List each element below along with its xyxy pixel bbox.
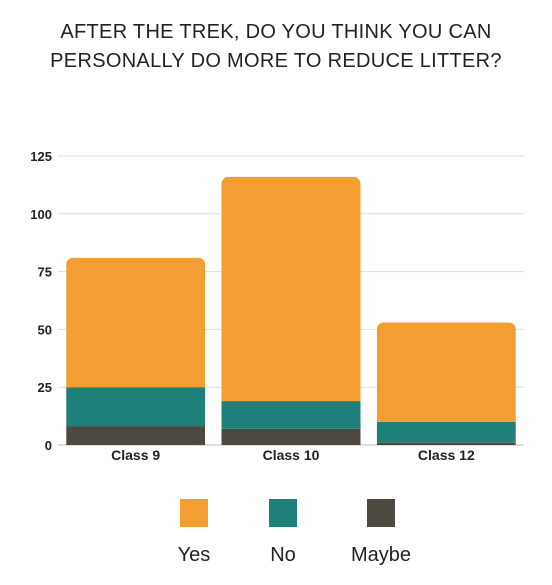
bar-segment-yes xyxy=(376,322,516,422)
x-tick-label: Class 10 xyxy=(263,447,320,463)
bar-segment-no xyxy=(221,401,361,429)
legend-label: No xyxy=(270,544,296,566)
legend: Yes No Maybe xyxy=(178,499,411,566)
bars xyxy=(66,176,516,445)
bar-segment-no xyxy=(66,387,206,427)
bar-segment-maybe xyxy=(376,442,516,445)
x-axis-labels: Class 9 Class 10 Class 12 xyxy=(111,447,475,463)
y-axis-ticks: 0 25 50 75 100 125 xyxy=(30,149,52,453)
bar-stack xyxy=(376,322,516,445)
legend-swatch-yes xyxy=(180,499,208,527)
y-tick-label: 100 xyxy=(30,207,52,222)
y-tick-label: 125 xyxy=(30,149,52,164)
x-tick-label: Class 12 xyxy=(418,447,475,463)
bar-segment-yes xyxy=(221,176,361,402)
y-tick-label: 25 xyxy=(38,380,52,395)
legend-swatch-maybe xyxy=(367,499,395,527)
bar-stack xyxy=(221,176,361,445)
legend-label: Maybe xyxy=(351,544,411,566)
bar-segment-maybe xyxy=(221,428,361,445)
chart-title: AFTER THE TREK, DO YOU THINK YOU CAN PER… xyxy=(50,21,502,72)
bar-segment-maybe xyxy=(66,426,206,445)
y-tick-label: 0 xyxy=(45,438,52,453)
y-tick-label: 75 xyxy=(38,265,52,280)
legend-label: Yes xyxy=(178,544,211,566)
legend-swatch-no xyxy=(269,499,297,527)
y-tick-label: 50 xyxy=(38,322,52,337)
x-tick-label: Class 9 xyxy=(111,447,160,463)
bar-segment-yes xyxy=(66,257,206,388)
bar-segment-no xyxy=(376,421,516,443)
bar-stack xyxy=(66,257,206,445)
